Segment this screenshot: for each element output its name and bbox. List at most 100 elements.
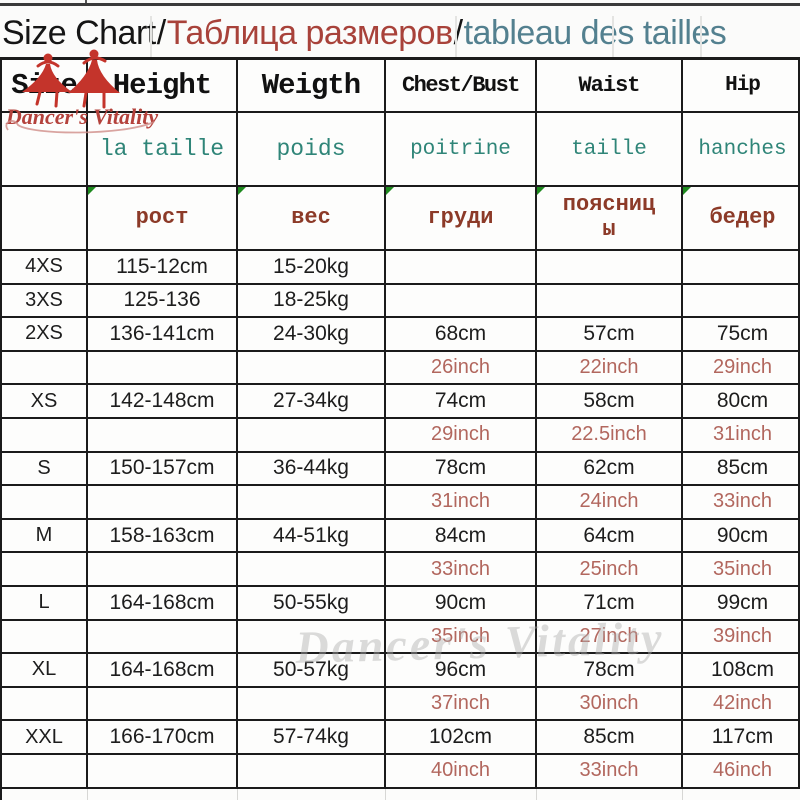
column-header-russian: рост: [88, 187, 238, 251]
table-cell: [238, 351, 386, 386]
table-cell: [2, 754, 88, 789]
table-cell: 158-163cm: [88, 519, 238, 554]
column-header: Chest/Bust: [386, 60, 537, 113]
table-cell: 44-51kg: [238, 519, 386, 554]
table-cell: [88, 620, 238, 655]
table-cell: 117cm: [683, 721, 800, 755]
table-cell: 99cm: [683, 587, 800, 621]
table-cell: [88, 418, 238, 453]
table-cell: [683, 285, 800, 319]
table-cell: 68cm: [386, 318, 537, 352]
table-cell: 18-25kg: [238, 284, 386, 319]
table-cell: [683, 788, 800, 800]
table-cell: 36-44kg: [238, 452, 386, 487]
table-cell: 33inch: [683, 486, 800, 520]
table-cell: [2, 418, 88, 453]
table-cell: 164-168cm: [88, 586, 238, 621]
size-label: 3XS: [2, 284, 88, 319]
size-label: 2XS: [2, 318, 88, 352]
column-header-russian: бедер: [683, 187, 800, 251]
size-label: XL: [2, 654, 88, 688]
column-header-russian: груди: [386, 187, 537, 251]
table-cell: [238, 687, 386, 722]
table-cell: 37inch: [386, 687, 537, 722]
table-cell: 125-136: [88, 284, 238, 319]
table-cell: 85cm: [537, 721, 683, 755]
table-cell: 150-157cm: [88, 452, 238, 487]
cell-corner-flag-icon: [537, 187, 545, 195]
title-separator: /: [156, 13, 166, 52]
table-cell: [537, 251, 683, 285]
column-header: Weigth: [238, 60, 386, 113]
table-cell: 29inch: [386, 418, 537, 453]
table-cell: 33inch: [537, 754, 683, 789]
table-cell: 75cm: [683, 318, 800, 352]
table-cell: 84cm: [386, 519, 537, 554]
table-cell: 29inch: [683, 352, 800, 386]
table-cell: 27inch: [537, 620, 683, 655]
scan-artifact-line: [612, 16, 614, 60]
table-cell: 108cm: [683, 654, 800, 688]
column-header-french: poids: [238, 113, 386, 187]
title-english: Size Chart: [2, 13, 156, 52]
title-russian: Таблица размеров: [166, 13, 453, 52]
table-cell: [238, 754, 386, 789]
table-cell: 22inch: [537, 351, 683, 386]
table-cell: [386, 251, 537, 285]
table-cell: 164-168cm: [88, 654, 238, 688]
cell-corner-flag-icon: [238, 187, 246, 195]
table-cell: 35inch: [683, 553, 800, 587]
table-cell: 62cm: [537, 452, 683, 487]
column-header: Height: [88, 60, 238, 113]
table-cell: [88, 486, 238, 520]
table-cell: [2, 486, 88, 520]
table-cell: 15-20kg: [238, 251, 386, 285]
table-cell: 57cm: [537, 318, 683, 352]
cell-corner-flag-icon: [88, 187, 96, 195]
table-cell: 24inch: [537, 486, 683, 520]
table-cell: [537, 788, 683, 800]
table-cell: 31inch: [386, 486, 537, 520]
table-cell: [238, 486, 386, 520]
table-cell: [386, 284, 537, 319]
table-cell: 27-34kg: [238, 385, 386, 419]
size-label: S: [2, 452, 88, 487]
table-cell: 78cm: [386, 452, 537, 487]
table-cell: 71cm: [537, 586, 683, 621]
cell-corner-flag-icon: [683, 187, 691, 195]
column-header-russian: [2, 187, 88, 251]
scan-artifact-tick: [85, 0, 87, 4]
table-cell: [2, 620, 88, 655]
table-cell: [238, 788, 386, 800]
size-label: L: [2, 586, 88, 621]
table-cell: [88, 788, 238, 800]
table-cell: 33inch: [386, 553, 537, 587]
scan-artifact-line: [700, 16, 702, 60]
page-title: Size Chart / Таблица размеров / tableau des …: [0, 3, 800, 60]
table-cell: [238, 620, 386, 655]
table-cell: [537, 284, 683, 319]
table-cell: 96cm: [386, 654, 537, 688]
size-label: XXL: [2, 721, 88, 755]
column-header: Size: [2, 60, 88, 113]
table-cell: 26inch: [386, 351, 537, 386]
column-header-french: la taille: [88, 113, 238, 187]
table-cell: 46inch: [683, 755, 800, 789]
title-french: tableau des tailles: [463, 13, 727, 52]
table-cell: 31inch: [683, 419, 800, 453]
title-separator: /: [453, 13, 463, 52]
table-cell: [238, 418, 386, 453]
table-cell: [238, 553, 386, 587]
table-cell: 25inch: [537, 553, 683, 587]
column-header-french: [2, 113, 88, 187]
column-header-french: poitrine: [386, 113, 537, 187]
table-cell: [2, 788, 88, 800]
table-cell: [683, 251, 800, 285]
cell-corner-flag-icon: [386, 187, 394, 195]
size-label: XS: [2, 385, 88, 419]
table-cell: 30inch: [537, 687, 683, 722]
table-cell: 64cm: [537, 519, 683, 554]
scan-artifact-line: [455, 16, 457, 60]
table-cell: 166-170cm: [88, 721, 238, 755]
table-cell: 90cm: [683, 520, 800, 554]
